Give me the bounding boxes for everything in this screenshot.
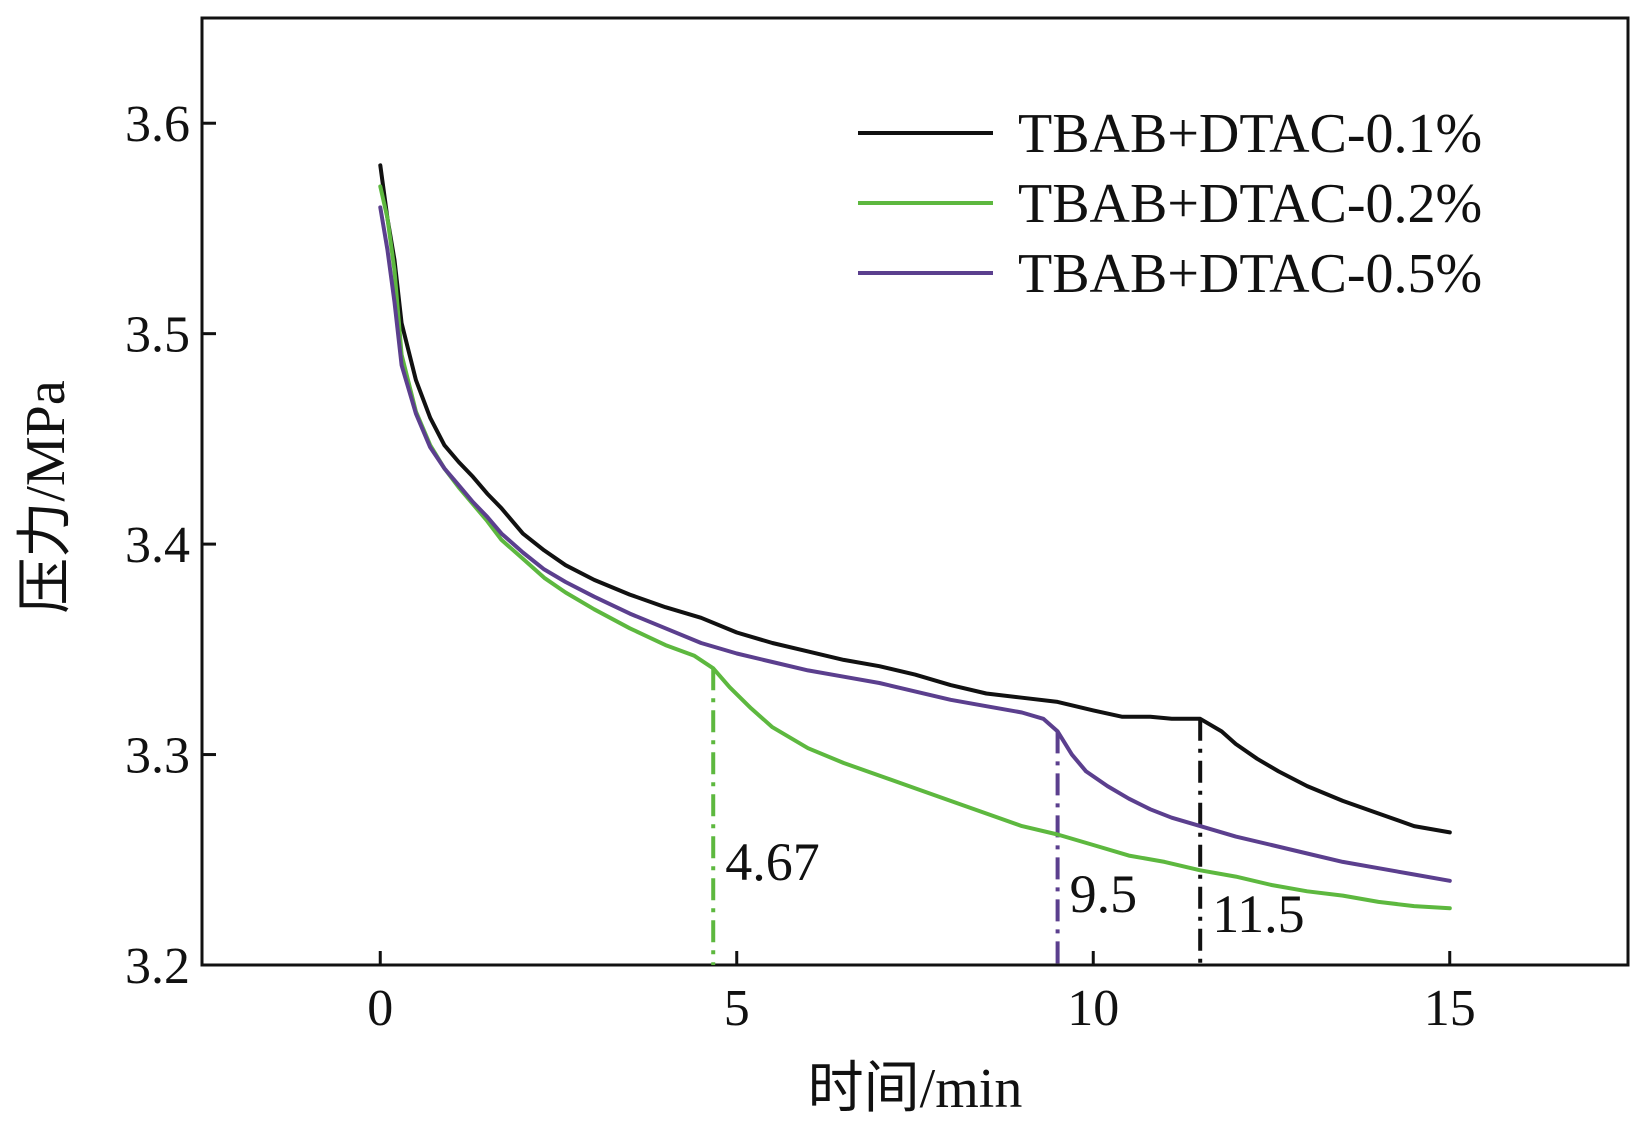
annotation-label-2: 9.5 — [1070, 864, 1138, 924]
plot-frame — [200, 16, 1630, 967]
series-line-3 — [378, 205, 1452, 883]
legend-label-series-3: TBAB+DTAC-0.5% — [1018, 243, 1482, 305]
y-tick-label-3.6: 3.6 — [125, 96, 190, 153]
x-tick-label-15: 15 — [1424, 980, 1476, 1037]
y-tick-label-3.5: 3.5 — [125, 307, 190, 364]
series-line-1 — [378, 163, 1452, 835]
y-axis-title: 压力/MPa — [15, 380, 77, 613]
x-tick-label-0: 0 — [367, 980, 393, 1037]
legend-label-series-1: TBAB+DTAC-0.1% — [1018, 103, 1482, 165]
y-tick-label-3.4: 3.4 — [125, 517, 190, 574]
annotation-label-1: 4.67 — [725, 832, 820, 892]
legend: TBAB+DTAC-0.1% TBAB+DTAC-0.2% TBAB+DTAC-… — [858, 103, 1482, 305]
y-tick-label-3.2: 3.2 — [125, 938, 190, 995]
legend-label-series-2: TBAB+DTAC-0.2% — [1018, 173, 1482, 235]
x-tick-label-5: 5 — [724, 980, 750, 1037]
annotation-layer: 4.67 9.5 11.5 — [711, 668, 1305, 965]
tick-layer: 0 5 10 15 3.2 3.3 3.4 3.5 3.6 — [125, 96, 1476, 1037]
x-tick-label-10: 10 — [1067, 980, 1119, 1037]
annotation-label-3: 11.5 — [1212, 884, 1305, 944]
series-layer — [378, 163, 1452, 911]
y-tick-label-3.3: 3.3 — [125, 728, 190, 785]
x-axis-title: 时间/min — [808, 1058, 1023, 1120]
